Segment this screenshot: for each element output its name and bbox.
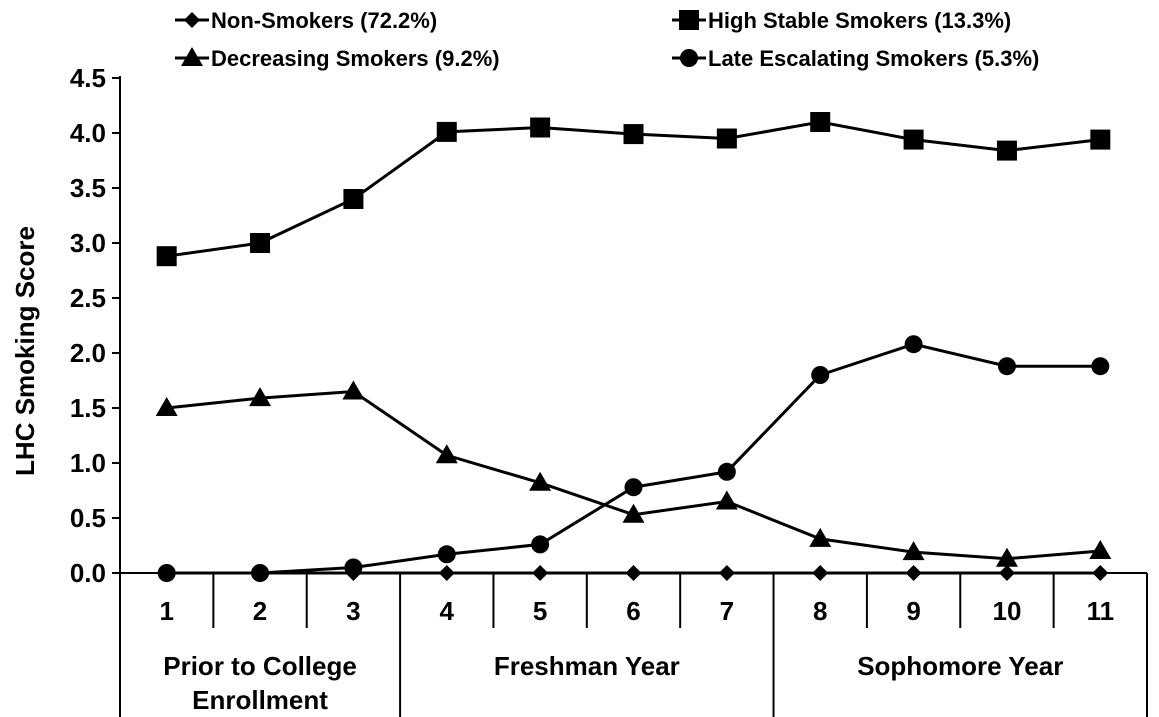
circle-point <box>344 558 363 577</box>
circle-point <box>157 564 176 582</box>
legend: Non-Smokers (72.2%) High Stable Smokers (… <box>175 8 1039 71</box>
triangle-point <box>435 444 458 464</box>
group-label: Prior to College <box>163 651 357 681</box>
y-tick-label: 1.0 <box>70 448 106 478</box>
legend-item: Non-Smokers (72.2%) <box>175 8 437 33</box>
x-tick-label: 10 <box>992 596 1021 626</box>
series-layer <box>155 112 1112 582</box>
x-tick-label: 11 <box>1087 596 1115 626</box>
x-tick-label: 5 <box>533 596 547 626</box>
triangle-point <box>902 541 925 561</box>
series-line <box>166 389 1101 561</box>
triangle-point <box>342 380 365 400</box>
legend-item: High Stable Smokers (13.3%) <box>672 8 1011 33</box>
diamond-point <box>812 565 829 581</box>
y-tick-label: 3.5 <box>70 173 106 203</box>
diamond-point <box>438 565 455 581</box>
square-point <box>810 112 831 132</box>
group-label: Enrollment <box>192 685 328 715</box>
series-square <box>156 112 1111 267</box>
square-point <box>343 189 364 209</box>
x-tick-label: 7 <box>720 596 734 626</box>
x-tick-label: 3 <box>346 596 360 626</box>
legend-label: Non-Smokers (72.2%) <box>211 8 437 33</box>
legend-label: Decreasing Smokers (9.2%) <box>211 46 500 71</box>
triangle-point <box>529 471 552 491</box>
triangle-point <box>155 397 178 416</box>
square-point <box>996 140 1017 161</box>
triangle-point <box>249 387 272 407</box>
x-tick-label: 6 <box>626 596 640 626</box>
circle-point <box>717 462 736 481</box>
triangle-point <box>622 503 645 523</box>
group-label: Sophomore Year <box>857 651 1063 681</box>
square-point <box>530 117 551 138</box>
legend-label: High Stable Smokers (13.3%) <box>708 8 1011 33</box>
circle-point <box>904 335 923 354</box>
diamond-point <box>625 565 642 581</box>
square-point <box>436 121 457 142</box>
x-tick-label: 4 <box>440 596 455 626</box>
diamond-point <box>532 565 549 581</box>
legend-marker <box>680 49 698 67</box>
triangle-point <box>995 547 1018 567</box>
y-tick-label: 4.0 <box>70 118 106 148</box>
series-diamond <box>158 565 1109 581</box>
x-axis: 1 2 3 4 5 6 7 8 9 10 11 Prior to College Enrollment F… <box>120 572 1148 717</box>
legend-item: Decreasing Smokers (9.2%) <box>175 46 500 71</box>
y-tick-label: 0.0 <box>70 558 106 588</box>
x-tick-label: 1 <box>159 596 173 626</box>
circle-point <box>531 535 550 554</box>
circle-point <box>811 366 830 384</box>
y-tick-label: 1.5 <box>70 393 106 423</box>
diamond-point <box>998 565 1015 581</box>
legend-item: Late Escalating Smokers (5.3%) <box>672 46 1039 71</box>
legend-marker <box>184 12 200 28</box>
diamond-point <box>1092 565 1109 581</box>
y-tick-label: 0.5 <box>70 503 106 533</box>
triangle-point <box>1089 540 1112 559</box>
square-point <box>903 129 924 150</box>
square-point <box>716 128 737 149</box>
circle-point <box>997 357 1016 376</box>
legend-marker <box>181 47 203 66</box>
square-point <box>1090 129 1111 150</box>
square-point <box>156 246 177 267</box>
series-triangle <box>155 380 1112 567</box>
y-axis-title: LHC Smoking Score <box>10 226 40 476</box>
y-tick-label: 4.5 <box>70 63 106 93</box>
diamond-point <box>718 565 735 581</box>
y-tick-label: 2.5 <box>70 283 106 313</box>
legend-marker <box>679 10 699 30</box>
circle-point <box>251 564 270 582</box>
group-label: Freshman Year <box>494 651 680 681</box>
diamond-point <box>905 565 922 581</box>
x-tick-label: 2 <box>253 596 267 626</box>
y-tick-label: 2.0 <box>70 338 106 368</box>
series-circle <box>157 335 1110 582</box>
square-point <box>250 233 271 253</box>
triangle-point <box>715 490 738 510</box>
y-tick-label: 3.0 <box>70 228 106 258</box>
legend-label: Late Escalating Smokers (5.3%) <box>708 46 1039 71</box>
x-tick-label: 8 <box>813 596 827 626</box>
circle-point <box>1091 357 1110 376</box>
triangle-point <box>809 527 832 547</box>
circle-point <box>437 545 456 564</box>
circle-point <box>624 478 643 497</box>
y-axis: 0.0 0.5 1.0 1.5 2.0 2.5 3.0 3.5 4.0 4.5 <box>70 63 121 717</box>
square-point <box>623 124 644 145</box>
x-tick-label: 9 <box>906 596 920 626</box>
series-line <box>166 342 1101 575</box>
